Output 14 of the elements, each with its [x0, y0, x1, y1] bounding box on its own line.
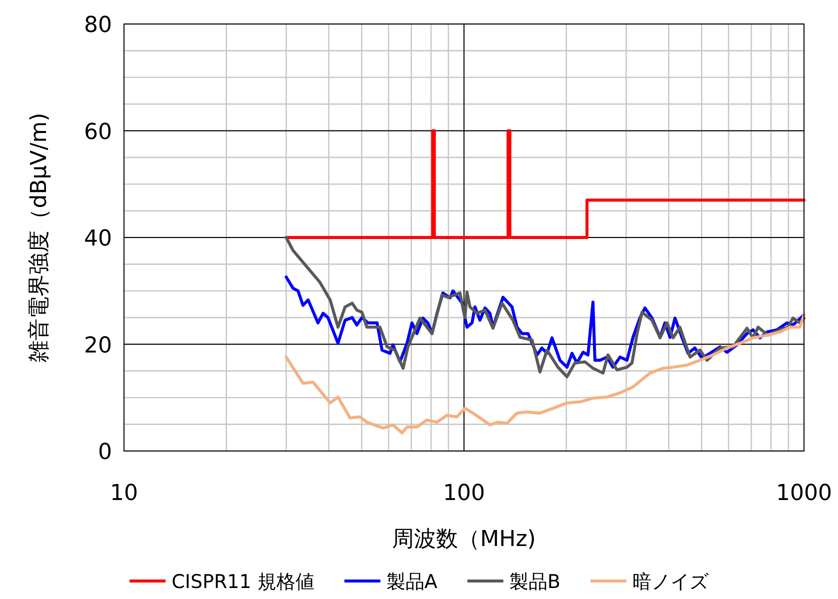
legend-label: 暗ノイズ: [632, 571, 710, 593]
x-tick-label: 1000: [776, 481, 832, 506]
legend-label: CISPR11 規格値: [172, 571, 314, 593]
y-tick-label: 20: [84, 333, 112, 358]
y-tick-label: 40: [84, 226, 112, 252]
legend-label: 製品A: [386, 571, 438, 593]
y-tick-label: 0: [98, 440, 112, 465]
x-tick-label: 100: [443, 481, 485, 506]
legend-label: 製品B: [509, 571, 560, 593]
x-tick-label: 10: [110, 481, 138, 506]
y-tick-label: 60: [84, 120, 112, 145]
y-tick-label: 80: [84, 13, 112, 38]
y-axis-title: 雑音電界強度（dBμV/m): [27, 112, 52, 362]
x-axis-title: 周波数（MHz): [392, 527, 536, 552]
